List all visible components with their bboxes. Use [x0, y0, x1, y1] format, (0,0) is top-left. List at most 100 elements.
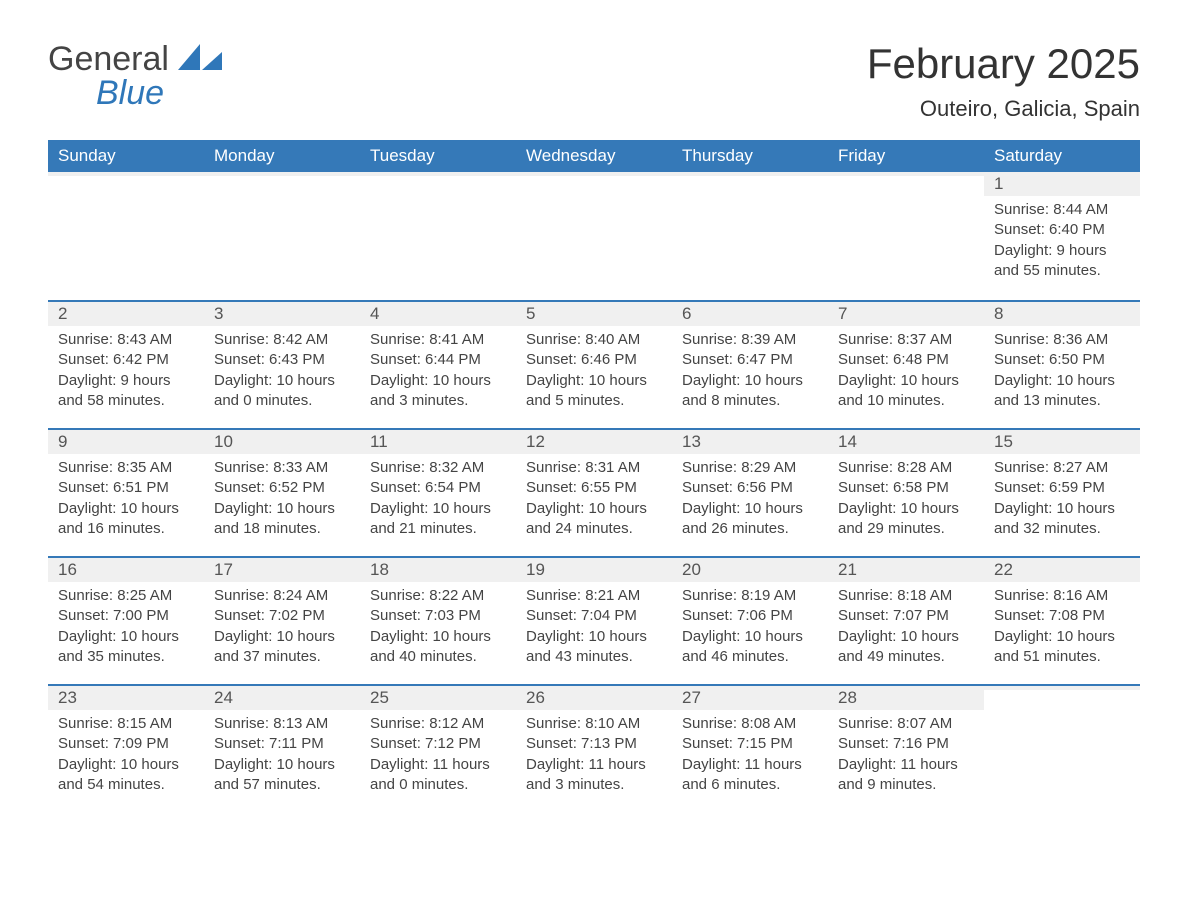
daylight1-text: Daylight: 10 hours	[58, 627, 194, 647]
day-body: Sunrise: 8:25 AMSunset: 7:00 PMDaylight:…	[48, 582, 204, 677]
sunrise-text: Sunrise: 8:32 AM	[370, 458, 506, 478]
daylight1-text: Daylight: 10 hours	[838, 499, 974, 519]
sunset-text: Sunset: 7:07 PM	[838, 606, 974, 626]
sunrise-text: Sunrise: 8:29 AM	[682, 458, 818, 478]
day-body: Sunrise: 8:32 AMSunset: 6:54 PMDaylight:…	[360, 454, 516, 549]
daylight2-text: and 24 minutes.	[526, 519, 662, 539]
day-cell: 6Sunrise: 8:39 AMSunset: 6:47 PMDaylight…	[672, 300, 828, 428]
day-cell	[204, 172, 360, 300]
daylight2-text: and 55 minutes.	[994, 261, 1130, 281]
week-row: 2Sunrise: 8:43 AMSunset: 6:42 PMDaylight…	[48, 300, 1140, 428]
daylight2-text: and 46 minutes.	[682, 647, 818, 667]
day-body: Sunrise: 8:12 AMSunset: 7:12 PMDaylight:…	[360, 710, 516, 805]
brand-logo: General Blue	[48, 40, 222, 110]
sunrise-text: Sunrise: 8:07 AM	[838, 714, 974, 734]
sunrise-text: Sunrise: 8:39 AM	[682, 330, 818, 350]
day-cell: 16Sunrise: 8:25 AMSunset: 7:00 PMDayligh…	[48, 556, 204, 684]
day-number: 2	[48, 300, 204, 326]
sunrise-text: Sunrise: 8:12 AM	[370, 714, 506, 734]
sunrise-text: Sunrise: 8:37 AM	[838, 330, 974, 350]
day-number: 5	[516, 300, 672, 326]
day-cell: 9Sunrise: 8:35 AMSunset: 6:51 PMDaylight…	[48, 428, 204, 556]
daylight2-text: and 13 minutes.	[994, 391, 1130, 411]
day-cell: 20Sunrise: 8:19 AMSunset: 7:06 PMDayligh…	[672, 556, 828, 684]
sunrise-text: Sunrise: 8:08 AM	[682, 714, 818, 734]
day-body: Sunrise: 8:07 AMSunset: 7:16 PMDaylight:…	[828, 710, 984, 805]
sunset-text: Sunset: 7:03 PM	[370, 606, 506, 626]
sunset-text: Sunset: 6:48 PM	[838, 350, 974, 370]
day-cell: 12Sunrise: 8:31 AMSunset: 6:55 PMDayligh…	[516, 428, 672, 556]
day-cell: 26Sunrise: 8:10 AMSunset: 7:13 PMDayligh…	[516, 684, 672, 812]
daylight1-text: Daylight: 10 hours	[838, 627, 974, 647]
sunset-text: Sunset: 6:52 PM	[214, 478, 350, 498]
daylight2-text: and 21 minutes.	[370, 519, 506, 539]
sunrise-text: Sunrise: 8:18 AM	[838, 586, 974, 606]
day-body: Sunrise: 8:33 AMSunset: 6:52 PMDaylight:…	[204, 454, 360, 549]
day-cell	[516, 172, 672, 300]
day-cell: 5Sunrise: 8:40 AMSunset: 6:46 PMDaylight…	[516, 300, 672, 428]
brand-sail-icon	[178, 44, 222, 70]
sunrise-text: Sunrise: 8:33 AM	[214, 458, 350, 478]
day-cell: 13Sunrise: 8:29 AMSunset: 6:56 PMDayligh…	[672, 428, 828, 556]
sunrise-text: Sunrise: 8:40 AM	[526, 330, 662, 350]
sunset-text: Sunset: 6:59 PM	[994, 478, 1130, 498]
sunset-text: Sunset: 7:06 PM	[682, 606, 818, 626]
daylight1-text: Daylight: 10 hours	[994, 371, 1130, 391]
day-body: Sunrise: 8:35 AMSunset: 6:51 PMDaylight:…	[48, 454, 204, 549]
day-cell: 1Sunrise: 8:44 AMSunset: 6:40 PMDaylight…	[984, 172, 1140, 300]
daylight1-text: Daylight: 10 hours	[994, 499, 1130, 519]
sunrise-text: Sunrise: 8:21 AM	[526, 586, 662, 606]
sunset-text: Sunset: 7:11 PM	[214, 734, 350, 754]
weekday-label: Thursday	[672, 140, 828, 172]
sunrise-text: Sunrise: 8:15 AM	[58, 714, 194, 734]
day-body: Sunrise: 8:31 AMSunset: 6:55 PMDaylight:…	[516, 454, 672, 549]
sunset-text: Sunset: 6:54 PM	[370, 478, 506, 498]
weekday-label: Tuesday	[360, 140, 516, 172]
day-cell: 14Sunrise: 8:28 AMSunset: 6:58 PMDayligh…	[828, 428, 984, 556]
day-number	[516, 172, 672, 176]
sunrise-text: Sunrise: 8:28 AM	[838, 458, 974, 478]
daylight2-text: and 18 minutes.	[214, 519, 350, 539]
daylight2-text: and 26 minutes.	[682, 519, 818, 539]
sunset-text: Sunset: 7:08 PM	[994, 606, 1130, 626]
sunrise-text: Sunrise: 8:35 AM	[58, 458, 194, 478]
weekday-label: Wednesday	[516, 140, 672, 172]
day-number	[828, 172, 984, 176]
day-cell: 8Sunrise: 8:36 AMSunset: 6:50 PMDaylight…	[984, 300, 1140, 428]
day-body: Sunrise: 8:37 AMSunset: 6:48 PMDaylight:…	[828, 326, 984, 421]
day-cell: 24Sunrise: 8:13 AMSunset: 7:11 PMDayligh…	[204, 684, 360, 812]
day-body: Sunrise: 8:19 AMSunset: 7:06 PMDaylight:…	[672, 582, 828, 677]
week-row: 9Sunrise: 8:35 AMSunset: 6:51 PMDaylight…	[48, 428, 1140, 556]
daylight2-text: and 57 minutes.	[214, 775, 350, 795]
brand-name-b: Blue	[96, 76, 164, 110]
daylight1-text: Daylight: 10 hours	[214, 627, 350, 647]
day-number: 17	[204, 556, 360, 582]
day-number: 16	[48, 556, 204, 582]
sunset-text: Sunset: 7:02 PM	[214, 606, 350, 626]
day-body: Sunrise: 8:36 AMSunset: 6:50 PMDaylight:…	[984, 326, 1140, 421]
sunrise-text: Sunrise: 8:10 AM	[526, 714, 662, 734]
sunset-text: Sunset: 7:13 PM	[526, 734, 662, 754]
day-cell: 3Sunrise: 8:42 AMSunset: 6:43 PMDaylight…	[204, 300, 360, 428]
daylight1-text: Daylight: 10 hours	[526, 371, 662, 391]
weekday-label: Monday	[204, 140, 360, 172]
sunset-text: Sunset: 6:56 PM	[682, 478, 818, 498]
day-number	[360, 172, 516, 176]
day-cell: 23Sunrise: 8:15 AMSunset: 7:09 PMDayligh…	[48, 684, 204, 812]
day-cell: 27Sunrise: 8:08 AMSunset: 7:15 PMDayligh…	[672, 684, 828, 812]
day-body: Sunrise: 8:27 AMSunset: 6:59 PMDaylight:…	[984, 454, 1140, 549]
sunrise-text: Sunrise: 8:16 AM	[994, 586, 1130, 606]
daylight1-text: Daylight: 10 hours	[994, 627, 1130, 647]
weekday-label: Friday	[828, 140, 984, 172]
daylight1-text: Daylight: 10 hours	[214, 755, 350, 775]
day-cell: 7Sunrise: 8:37 AMSunset: 6:48 PMDaylight…	[828, 300, 984, 428]
daylight1-text: Daylight: 10 hours	[370, 499, 506, 519]
day-number: 18	[360, 556, 516, 582]
daylight1-text: Daylight: 11 hours	[682, 755, 818, 775]
daylight2-text: and 0 minutes.	[370, 775, 506, 795]
daylight1-text: Daylight: 10 hours	[682, 627, 818, 647]
day-number: 4	[360, 300, 516, 326]
day-cell: 25Sunrise: 8:12 AMSunset: 7:12 PMDayligh…	[360, 684, 516, 812]
title-block: February 2025 Outeiro, Galicia, Spain	[867, 40, 1140, 122]
weeks-container: 1Sunrise: 8:44 AMSunset: 6:40 PMDaylight…	[48, 172, 1140, 812]
